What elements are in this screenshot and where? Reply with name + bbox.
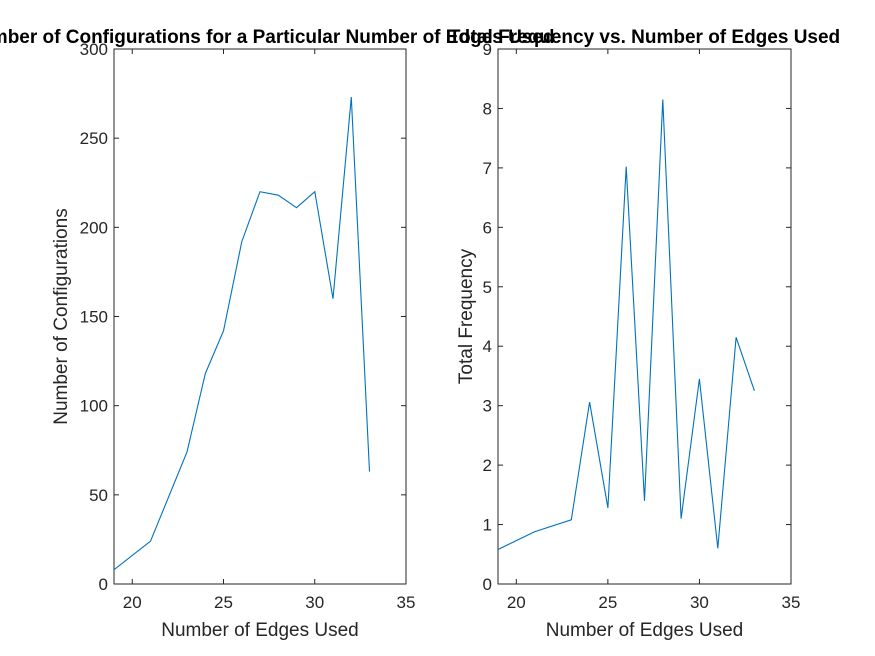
y-tick-label: 8 xyxy=(483,99,492,118)
plot-frame xyxy=(497,48,792,585)
y-tick-label: 4 xyxy=(483,337,492,356)
series-line xyxy=(113,97,371,571)
y-tick-label: 1 xyxy=(483,516,492,535)
y-tick-label: 100 xyxy=(80,397,108,416)
y-tick-label: 2 xyxy=(483,456,492,475)
y-tick-label: 5 xyxy=(483,278,492,297)
x-axis-label: Number of Edges Used xyxy=(546,620,744,641)
chart-title: Total Frequency vs. Number of Edges Used xyxy=(449,27,840,48)
y-tick-label: 3 xyxy=(483,397,492,416)
y-tick-label: 200 xyxy=(80,218,108,237)
x-tick-label: 30 xyxy=(305,593,324,612)
x-tick-label: 30 xyxy=(690,593,709,612)
x-tick-label: 25 xyxy=(598,593,617,612)
y-tick-label: 9 xyxy=(483,40,492,59)
y-tick-label: 0 xyxy=(99,575,108,594)
y-axis-label: Number of Configurations xyxy=(51,208,72,425)
x-tick-label: 25 xyxy=(214,593,233,612)
x-axis-label: Number of Edges Used xyxy=(161,620,359,641)
series-line xyxy=(497,99,755,550)
y-tick-label: 250 xyxy=(80,129,108,148)
chart-title: Number of Configurations for a Particula… xyxy=(0,27,555,48)
right-plot: 20 25 30 35 0 1 2 3 4 5 6 7 8 9 Number of Edges Used To… xyxy=(449,27,840,641)
y-tick-label: 300 xyxy=(80,40,108,59)
x-tick-label: 20 xyxy=(507,593,526,612)
y-tick-label: 150 xyxy=(80,308,108,327)
y-tick-label: 6 xyxy=(483,218,492,237)
x-tick-label: 20 xyxy=(123,593,142,612)
y-tick-label: 50 xyxy=(89,486,108,505)
y-tick-label: 0 xyxy=(483,575,492,594)
y-tick-label: 7 xyxy=(483,159,492,178)
y-axis-label: Total Frequency xyxy=(456,248,477,384)
x-tick-label: 35 xyxy=(782,593,801,612)
x-tick-label: 35 xyxy=(397,593,416,612)
